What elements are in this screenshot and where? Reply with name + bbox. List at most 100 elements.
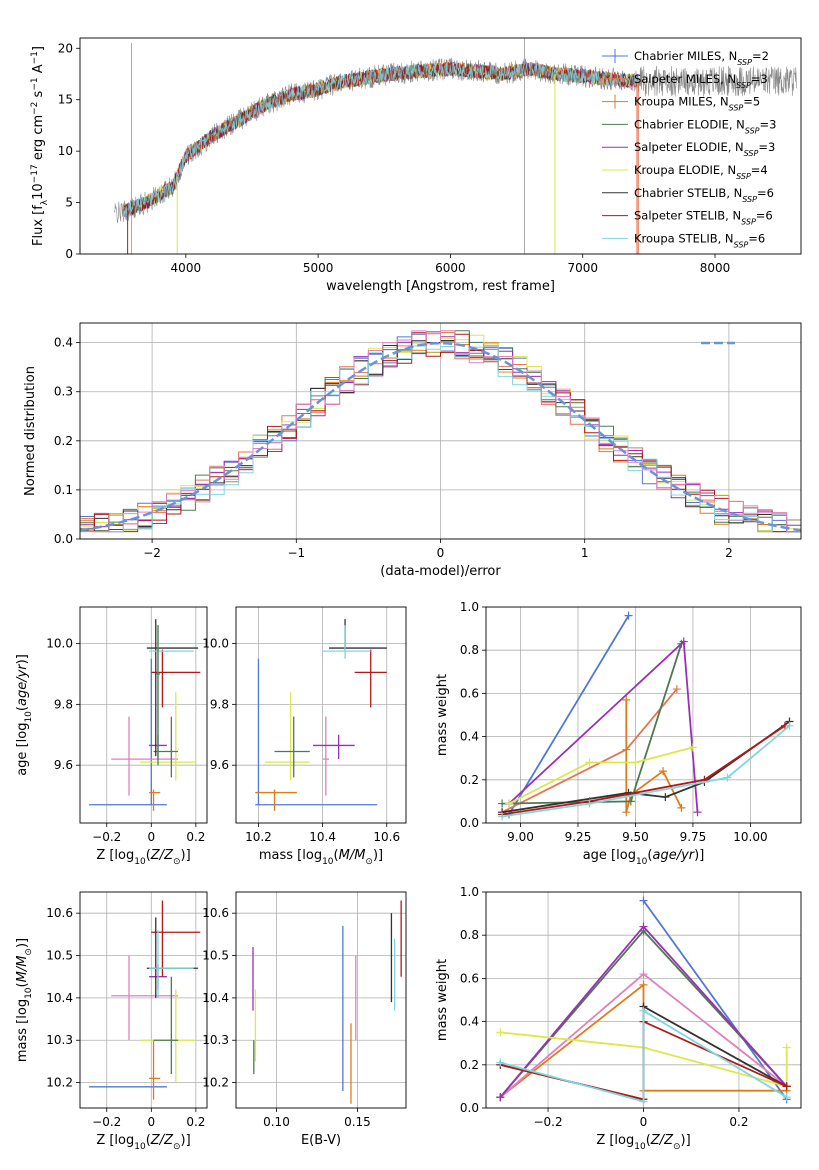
x-tick-label: 9.00 xyxy=(507,830,534,844)
weight-point xyxy=(496,1058,505,1067)
axes-frame xyxy=(235,606,407,824)
y-tick-label: 0.6 xyxy=(460,971,479,985)
weight-point xyxy=(639,896,648,905)
weight-point xyxy=(688,743,697,752)
mass-vs-EBV-panel: 0.10 0.15 10.2 10.3 10.4 10.5 10.6 E(B-V) xyxy=(202,891,407,1148)
axes-frame xyxy=(79,322,802,540)
y-tick-label: 0 xyxy=(65,247,73,261)
y-tick-label: 0.0 xyxy=(54,532,73,546)
x-tick-label: 1 xyxy=(581,546,589,560)
x-tick-label: 9.50 xyxy=(622,830,649,844)
residual-histogram xyxy=(80,332,801,533)
y-tick-label: 10.4 xyxy=(202,991,229,1005)
y-tick-label: 0.2 xyxy=(54,434,73,448)
x-axis-label: Z [log10(Z/Z⊙)] xyxy=(596,1133,690,1152)
weight-point xyxy=(723,773,732,782)
x-tick-label: 0.10 xyxy=(263,1115,290,1129)
x-tick-label: 2 xyxy=(725,546,733,560)
legend-entry: Salpeter MILES, NSSP=3 xyxy=(634,72,768,90)
age-vs-mass-panel: 10.2 10.4 10.6 9.6 9.8 10.0 mass [log10(M/M⊙)] xyxy=(202,606,407,867)
x-tick-label: 7000 xyxy=(567,261,598,275)
x-axis-label: Z [log10(Z/Z⊙)] xyxy=(96,1133,190,1152)
axes-frame xyxy=(485,606,802,824)
spectrum-legend: Chabrier MILES, NSSP=2 Salpeter MILES, NS… xyxy=(602,49,776,249)
y-axis-label: Normed distribution xyxy=(23,366,38,496)
weight-series-line xyxy=(501,725,786,816)
weight-point xyxy=(679,637,688,646)
x-tick-label: 9.25 xyxy=(565,830,592,844)
x-axis-label: Z [log10(Z/Z⊙)] xyxy=(96,848,190,867)
mass-vs-Z-plot-area xyxy=(80,892,207,1108)
y-tick-label: 10.6 xyxy=(46,906,73,920)
weight-point xyxy=(631,758,640,767)
y-tick-label: 0.3 xyxy=(54,385,73,399)
age-vs-mass-plot-area xyxy=(236,607,406,823)
x-axis-label: (data-model)/error xyxy=(380,564,501,579)
weight-point xyxy=(622,695,631,704)
residual-histogram xyxy=(80,345,801,533)
x-tick-label: −0.2 xyxy=(92,1115,121,1129)
axes-frame xyxy=(235,891,407,1109)
weight-point xyxy=(639,1006,648,1015)
weight-point xyxy=(585,799,594,808)
x-tick-label: −1 xyxy=(287,546,305,560)
weight-series-line xyxy=(500,1031,788,1088)
y-tick-label: 9.8 xyxy=(210,697,229,711)
y-tick-label: 10.0 xyxy=(202,637,229,651)
y-tick-label: 10.5 xyxy=(46,949,73,963)
legend-entry: Salpeter STELIB, NSSP=6 xyxy=(634,209,773,227)
axes-frame xyxy=(485,891,802,1109)
x-tick-label: 4000 xyxy=(171,261,202,275)
y-axis-label: mass weight xyxy=(435,959,450,1041)
x-tick-label: 10.6 xyxy=(373,830,400,844)
legend-entry: Kroupa MILES, NSSP=5 xyxy=(634,95,760,113)
y-tick-label: 10.0 xyxy=(46,637,73,651)
axes-frame xyxy=(79,606,208,824)
y-tick-label: 10.2 xyxy=(202,1076,229,1090)
y-tick-label: 10 xyxy=(58,144,73,158)
y-tick-label: 0.0 xyxy=(460,816,479,830)
y-tick-label: 15 xyxy=(58,93,73,107)
y-tick-label: 0.2 xyxy=(460,1058,479,1072)
legend-entry: Chabrier STELIB, NSSP=6 xyxy=(634,186,774,204)
residuals-panel: −2 −1 0 1 2 0.0 0.1 0.2 0.3 0.4 (data-model)/error… xyxy=(23,322,802,579)
weight-series-line xyxy=(642,900,788,1100)
y-tick-label: 9.8 xyxy=(54,697,73,711)
mass-vs-Z-panel: −0.2 0 0.2 10.2 10.3 10.4 10.5 10.6 Z [log10(Z/Z… xyxy=(15,891,208,1152)
weight-point xyxy=(672,685,681,694)
weight-point xyxy=(677,803,686,812)
y-tick-label: 0.8 xyxy=(460,643,479,657)
weight-point xyxy=(693,808,702,817)
weight-vs-Z-plot-area xyxy=(486,892,801,1108)
axes-frame xyxy=(79,891,208,1109)
weight-point xyxy=(624,611,633,620)
y-tick-label: 0.8 xyxy=(460,928,479,942)
x-tick-label: 0 xyxy=(147,830,155,844)
weight-point xyxy=(639,922,648,931)
weight-series-line xyxy=(500,1009,788,1103)
weight-point xyxy=(626,797,635,806)
y-tick-label: 10.3 xyxy=(46,1033,73,1047)
residual-histogram xyxy=(80,334,801,533)
model-spectrum-line xyxy=(123,62,639,217)
x-tick-label: −0.2 xyxy=(92,830,121,844)
x-tick-label: 8000 xyxy=(700,261,731,275)
weight-point xyxy=(504,799,513,808)
weight-vs-age-plot-area xyxy=(486,607,801,823)
x-tick-label: 6000 xyxy=(435,261,466,275)
y-tick-label: 10.3 xyxy=(202,1033,229,1047)
y-tick-label: 10.5 xyxy=(202,949,229,963)
weight-vs-age-panel: 9.00 9.25 9.50 9.75 10.00 0.0 0.2 0.4 0.6 0.8 1.0 a… xyxy=(435,600,802,867)
y-tick-label: 1.0 xyxy=(460,885,479,899)
x-tick-label: 10.4 xyxy=(309,830,336,844)
y-tick-label: 0.0 xyxy=(460,1101,479,1115)
y-tick-label: 9.6 xyxy=(210,758,229,772)
x-tick-label: 9.75 xyxy=(680,830,707,844)
residuals-plot-area xyxy=(80,323,801,539)
y-tick-label: 10.2 xyxy=(46,1076,73,1090)
y-tick-label: 20 xyxy=(58,41,73,55)
mass-vs-EBV-plot-area xyxy=(236,892,406,1108)
x-tick-label: 0.2 xyxy=(729,1115,748,1129)
x-tick-label: 10.2 xyxy=(245,830,272,844)
